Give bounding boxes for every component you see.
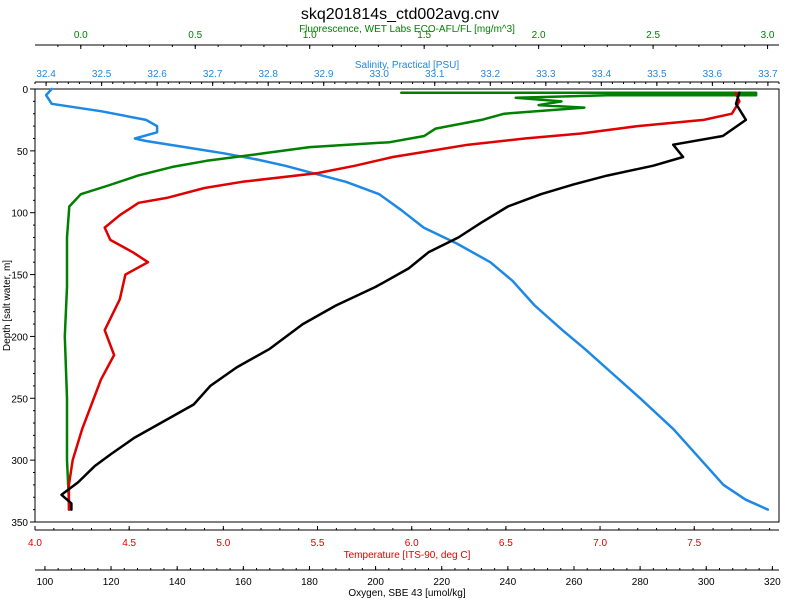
depth-tick-label: 150: [11, 271, 28, 282]
depth-tick-label: 350: [11, 518, 28, 529]
fluorescence-tick-label: 2.5: [646, 30, 660, 41]
salinity-tick-label: 32.6: [147, 69, 167, 80]
salinity-series-line: [44, 87, 770, 511]
temperature-tick-label: 5.5: [311, 538, 325, 549]
oxygen-tick-label: 200: [367, 577, 384, 588]
salinity-tick-label: 32.8: [258, 69, 278, 80]
oxygen-tick-label: 140: [169, 577, 186, 588]
oxygen-tick-label: 260: [566, 577, 583, 588]
fluorescence-tick-label: 1.5: [417, 30, 431, 41]
oxygen-tick-label: 280: [632, 577, 649, 588]
fluorescence-tick-label: 2.0: [532, 30, 546, 41]
series-layer: [44, 87, 770, 511]
temperature-tick-label: 7.0: [593, 538, 607, 549]
depth-tick-label: 50: [17, 147, 29, 158]
salinity-tick-label: 32.9: [314, 69, 334, 80]
depth-tick-label: 0: [22, 85, 28, 96]
oxygen-tick-label: 240: [500, 577, 517, 588]
oxygen-axis-label: Oxygen, SBE 43 [umol/kg]: [348, 588, 466, 599]
fluorescence-tick-label: 0.0: [74, 30, 88, 41]
plot-frame: [34, 88, 780, 523]
salinity-tick-label: 33.2: [481, 69, 501, 80]
temperature-tick-label: 4.5: [122, 538, 136, 549]
temperature-tick-label: 6.0: [405, 538, 419, 549]
oxygen-tick-label: 220: [433, 577, 450, 588]
salinity-axis-label: Salinity, Practical [PSU]: [355, 60, 460, 71]
depth-tick-label: 100: [11, 209, 28, 220]
oxygen-tick-label: 320: [764, 577, 781, 588]
axes-layer: 0 50 100 150 200 250 300 350 Depth [salt water, …: [2, 24, 781, 599]
temperature-tick-label: 7.5: [687, 538, 701, 549]
salinity-tick-label: 32.7: [203, 69, 223, 80]
depth-tick-label: 300: [11, 456, 28, 467]
fluorescence-tick-label: 1.0: [303, 30, 317, 41]
salinity-tick-label: 33.3: [536, 69, 556, 80]
depth-tick-label: 250: [11, 394, 28, 405]
salinity-tick-label: 32.4: [36, 69, 56, 80]
temperature-axis-label: Temperature [ITS-90, deg C]: [344, 550, 471, 561]
temperature-tick-label: 5.0: [216, 538, 230, 549]
oxygen-series-line: [60, 91, 748, 511]
oxygen-tick-label: 160: [235, 577, 252, 588]
salinity-tick-label: 32.5: [92, 69, 112, 80]
fluorescence-axis-label: Fluorescence, WET Labs ECO-AFL/FL [mg/m^…: [299, 24, 515, 35]
temperature-series-line: [67, 91, 741, 511]
depth-axis-label: Depth [salt water, m]: [2, 260, 13, 351]
fluorescence-tick-label: 3.0: [761, 30, 775, 41]
salinity-tick-label: 33.5: [647, 69, 667, 80]
chart-title: skq201814s_ctd002avg.cnv: [301, 6, 499, 23]
salinity-tick-label: 33.1: [425, 69, 445, 80]
oxygen-tick-label: 300: [698, 577, 715, 588]
oxygen-tick-label: 120: [103, 577, 120, 588]
salinity-tick-label: 33.4: [592, 69, 612, 80]
salinity-tick-label: 33.0: [370, 69, 390, 80]
fluorescence-series-line: [63, 91, 758, 511]
fluorescence-tick-label: 0.5: [188, 30, 202, 41]
temperature-tick-label: 6.5: [499, 538, 513, 549]
salinity-tick-label: 33.7: [758, 69, 778, 80]
oxygen-tick-label: 180: [301, 577, 318, 588]
temperature-tick-label: 4.0: [28, 538, 42, 549]
oxygen-tick-label: 100: [37, 577, 54, 588]
salinity-tick-label: 33.6: [703, 69, 723, 80]
depth-tick-label: 200: [11, 332, 28, 343]
